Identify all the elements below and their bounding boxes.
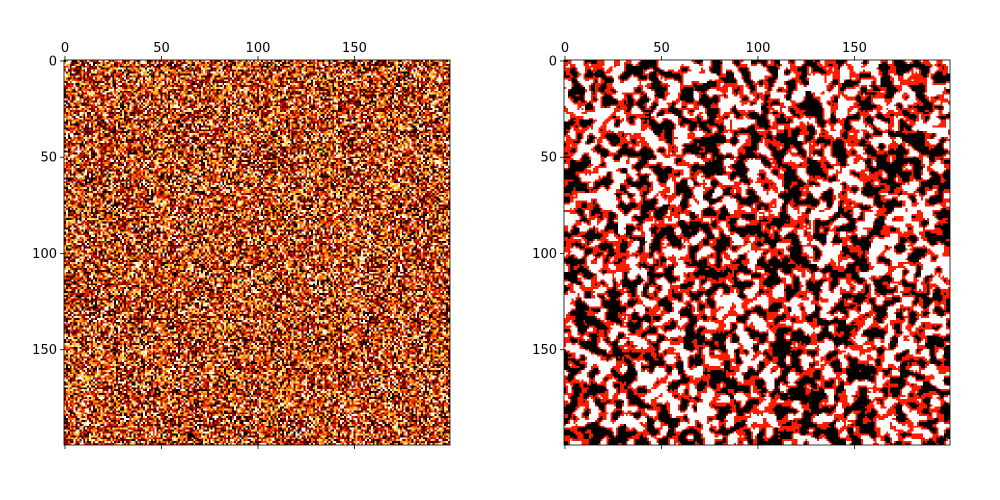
x-tick-label: 100 [246,41,271,56]
x-tick-label: 0 [61,41,69,56]
heatmap-panel-left: 0 50 100 150 0 50 100 150 [32,41,451,449]
y-tick-label: 50 [40,151,57,166]
y-tick-label: 50 [540,151,557,166]
heatmap-panel-right: 0 50 100 150 0 50 100 150 [532,41,951,449]
x-tick-label: 0 [561,41,569,56]
y-tick-label: 0 [49,54,57,69]
y-tick-label: 150 [32,343,57,358]
y-tick-label: 0 [549,54,557,69]
x-tick-label: 150 [342,41,367,56]
x-tick-label: 150 [842,41,867,56]
axes-frame [563,59,951,446]
x-tick-label: 50 [653,41,670,56]
x-tick-label: 50 [153,41,170,56]
axes-frame [63,59,451,446]
y-tick-label: 150 [532,343,557,358]
x-tick-label: 100 [746,41,771,56]
y-tick-label: 100 [532,247,557,262]
heatmap-image [564,60,950,445]
y-tick-label: 100 [32,247,57,262]
heatmap-image [64,60,450,445]
